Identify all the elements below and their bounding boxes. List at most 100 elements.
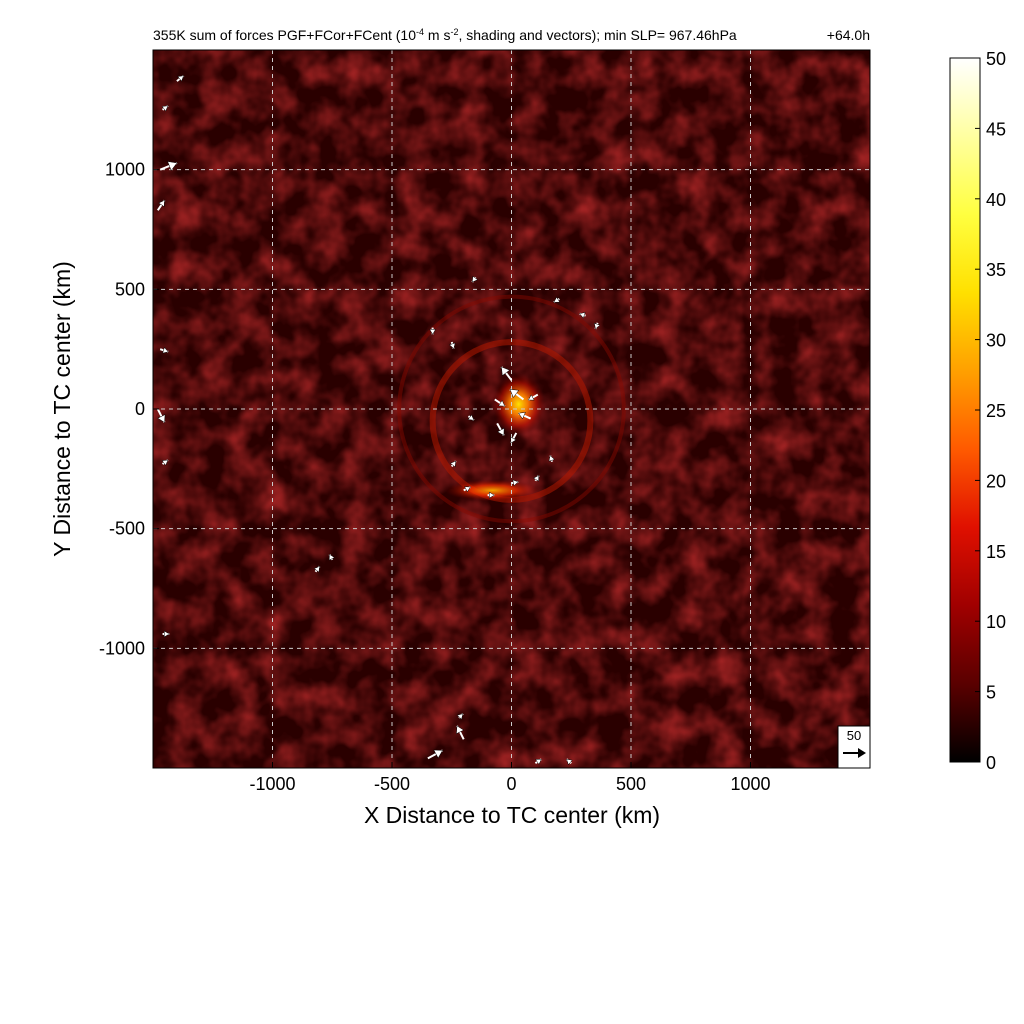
force-vector xyxy=(161,459,169,466)
force-vector xyxy=(156,408,166,423)
reference-vector-box: 50 xyxy=(837,725,871,769)
y-tick-label: 0 xyxy=(135,399,145,419)
force-vector-head xyxy=(456,713,464,720)
force-vector xyxy=(593,322,601,330)
force-vector-head xyxy=(489,491,495,499)
force-vector-head xyxy=(548,455,556,462)
x-tick-label: 0 xyxy=(506,774,516,794)
colorbar-tick-label: 20 xyxy=(986,471,1006,491)
force-vector xyxy=(467,414,475,422)
force-vector-head xyxy=(579,312,586,319)
force-vector xyxy=(527,393,539,401)
force-vector xyxy=(429,327,437,335)
force-vector xyxy=(518,412,532,420)
force-vector-head xyxy=(472,275,479,283)
force-vector-head xyxy=(449,460,457,468)
title-exponent: -2 xyxy=(450,27,458,37)
y-tick-label: 1000 xyxy=(105,160,145,180)
force-vector xyxy=(176,74,185,82)
force-vector-head xyxy=(510,436,517,444)
force-vector-head xyxy=(593,322,601,330)
colorbar-tick-label: 50 xyxy=(986,49,1006,69)
force-vector xyxy=(494,398,506,407)
force-vector xyxy=(159,346,169,354)
chart-title: 355K sum of forces PGF+FCor+FCent (10-4 … xyxy=(153,27,737,43)
force-vector-head xyxy=(161,459,169,466)
colorbar-tick-label: 35 xyxy=(986,260,1006,280)
x-tick-label: 500 xyxy=(616,774,646,794)
core-maximum xyxy=(492,373,545,436)
force-vector-head xyxy=(553,296,561,303)
force-vector xyxy=(471,275,479,283)
force-vector-head xyxy=(464,486,471,493)
colorbar-tick-label: 0 xyxy=(986,753,996,773)
plot-area xyxy=(153,50,870,768)
force-vector xyxy=(159,161,178,172)
force-vector-head xyxy=(467,414,475,421)
force-vector xyxy=(565,758,573,766)
force-vector-head xyxy=(498,399,506,407)
y-tick-label: -500 xyxy=(109,519,145,539)
force-vector xyxy=(427,749,444,760)
force-vector xyxy=(579,312,586,319)
outer-spiral-band xyxy=(397,294,626,524)
force-vector-head xyxy=(533,475,540,482)
x-tick-label: -500 xyxy=(374,774,410,794)
force-vector xyxy=(456,713,464,720)
x-tick-label: 1000 xyxy=(730,774,770,794)
y-axis-label: Y Distance to TC center (km) xyxy=(49,261,75,557)
force-vector xyxy=(509,388,525,401)
time-label: +64.0h xyxy=(827,27,870,43)
force-vector xyxy=(548,455,556,462)
force-vector-head xyxy=(164,630,170,638)
force-vector-head xyxy=(157,414,166,423)
force-vector xyxy=(448,341,456,350)
x-axis-label: X Distance to TC center (km) xyxy=(364,802,660,828)
force-vector xyxy=(553,296,561,304)
title-tail: , shading and vectors); min SLP= 967.46h… xyxy=(458,27,736,43)
force-vector xyxy=(496,422,505,436)
force-vector-head xyxy=(518,412,526,420)
force-vector-head xyxy=(313,565,320,573)
force-vector xyxy=(533,474,540,482)
force-vector xyxy=(161,105,169,112)
x-tick-label: -1000 xyxy=(249,774,295,794)
force-vector-head xyxy=(448,342,456,350)
force-vector xyxy=(463,486,471,493)
force-vector xyxy=(511,479,519,487)
force-vector-head xyxy=(535,758,542,765)
force-vector xyxy=(500,366,513,381)
force-vector xyxy=(456,725,465,740)
colorbar-tick-label: 10 xyxy=(986,612,1006,632)
south-rainband-max xyxy=(444,479,541,502)
force-vector-head xyxy=(566,758,573,766)
force-vector xyxy=(313,565,321,573)
force-vector xyxy=(449,460,457,468)
force-vector-head xyxy=(433,749,444,759)
force-vector-head xyxy=(497,427,505,436)
force-vector-head xyxy=(177,75,184,82)
colorbar-tick-label: 45 xyxy=(986,119,1006,139)
force-vector-head xyxy=(512,479,519,487)
force-vector xyxy=(487,491,495,499)
colorbar-tick-label: 40 xyxy=(986,190,1006,210)
force-vector-head xyxy=(509,389,520,399)
force-vector-head xyxy=(158,199,165,208)
force-vector xyxy=(328,553,335,561)
reference-vector-label: 50 xyxy=(847,728,861,743)
force-vector-head xyxy=(161,105,169,112)
force-vector-head xyxy=(501,366,511,377)
colorbar-tick-label: 5 xyxy=(986,683,996,703)
force-vector-head xyxy=(456,725,465,735)
title-exponent: -4 xyxy=(416,27,424,37)
y-tick-label: -1000 xyxy=(99,638,145,658)
colorbar-tick-label: 15 xyxy=(986,542,1006,562)
colorbar-tick-label: 25 xyxy=(986,401,1006,421)
reference-vector-head xyxy=(858,748,866,758)
force-vector-head xyxy=(167,161,178,172)
y-tick-label: 500 xyxy=(115,279,145,299)
force-vector xyxy=(510,432,518,444)
colorbar-tick-label: 30 xyxy=(986,331,1006,351)
force-vector-head xyxy=(162,346,169,354)
